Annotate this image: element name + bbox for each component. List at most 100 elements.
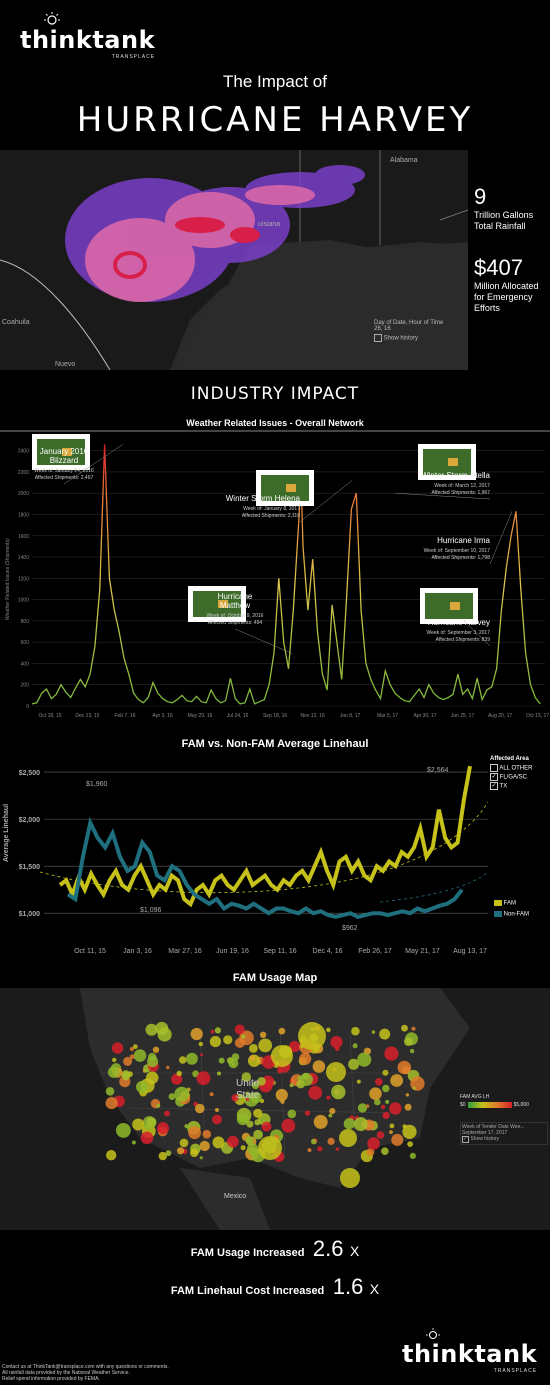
usage-week-filter[interactable]: Week of Tender Date Wee... September 17,…	[460, 1122, 548, 1145]
usage-dot	[356, 1079, 361, 1084]
fam-x-tick: Sep 11, 16	[263, 948, 296, 955]
usage-dot	[210, 1029, 215, 1034]
weather-y-tick: 1800	[18, 512, 29, 518]
usage-dot	[365, 1104, 370, 1108]
annotation-shipments: Affected Shipments: 1,967	[431, 490, 490, 496]
usage-dot	[275, 1088, 288, 1102]
annotation-shipments: Affected Shipments: 839	[436, 637, 491, 643]
usage-dot	[155, 1021, 169, 1035]
fam-x-tick: May 21, 17	[405, 948, 440, 955]
usage-history-label: Show history	[470, 1136, 500, 1142]
summary-cost: FAM Linehaul Cost Increased 1.6 X	[0, 1274, 550, 1300]
filter-all-other[interactable]: ALL OTHER	[490, 764, 550, 772]
weather-y-tick: 800	[21, 619, 30, 625]
filter-tx-checkbox[interactable]: ✓	[490, 782, 498, 790]
usage-dot	[129, 1046, 134, 1052]
annotation-title: Hurricane Irma	[437, 536, 490, 545]
usage-dot-large	[258, 1136, 282, 1160]
fam-x-tick: Dec 4, 16	[313, 948, 343, 955]
brand-logo-bottom: thinktank TRANSPLACE	[402, 1328, 537, 1374]
usage-dot	[410, 1076, 425, 1091]
usage-dot	[131, 1140, 136, 1145]
fam-x-ticks: Oct 11, 15 Jan 3, 16 Mar 27, 16 Jun 19, 16 S…	[74, 948, 487, 955]
annotation-shipments: Affected Shipments: 494	[208, 620, 263, 626]
annotation-leader-line	[489, 511, 513, 565]
filter-fl-ga-sc[interactable]: ✓ FL/GA/SC	[490, 773, 550, 781]
usage-dot	[199, 1156, 203, 1160]
usage-dot	[330, 1036, 343, 1049]
usage-dot	[105, 1087, 115, 1096]
usage-dot	[382, 1069, 389, 1076]
usage-dot	[304, 1110, 311, 1116]
fam-y-tick: $2,000	[19, 817, 41, 824]
usage-dot	[299, 1073, 313, 1086]
summary-usage-value: 2.6	[312, 1236, 344, 1261]
annotation-week: Week of: September 10, 2017	[424, 548, 491, 554]
usage-dot	[217, 1071, 221, 1076]
annotation-week: Week of: October 9, 2016	[207, 613, 264, 619]
weather-y-tick: 400	[21, 661, 30, 667]
fam-usage-map[interactable]: Unite State Mexico	[0, 988, 550, 1230]
stat-rainfall-text: Trillion Gallons Total Rainfall	[474, 210, 534, 231]
usage-dot	[145, 1071, 159, 1085]
usage-dot	[129, 1054, 135, 1060]
weather-annotation[interactable]: Winter Storm Stella Week of: March 12, 20…	[394, 444, 491, 500]
usage-dot	[200, 1053, 204, 1057]
usage-dot	[253, 1108, 263, 1118]
usage-dot	[353, 1117, 368, 1132]
lightbulb-icon	[44, 12, 60, 25]
rain-time-filter[interactable]: Day of Date, Hour of Time 26, 16 Show hi…	[374, 320, 468, 342]
usage-dot	[253, 1129, 263, 1140]
logo-text: thinktank	[20, 26, 156, 54]
usage-dot	[326, 1027, 331, 1033]
usage-dot	[176, 1070, 182, 1077]
legend-fam[interactable]: FAM	[494, 900, 550, 907]
footer-line-rainfall: All rainfall data provided by the Nation…	[2, 1370, 130, 1376]
usage-legend-gradient	[467, 1102, 512, 1108]
usage-dot	[212, 1136, 225, 1149]
show-history-checkbox[interactable]	[374, 334, 382, 342]
usage-dot	[380, 1104, 386, 1110]
fam-linehaul-chart[interactable]: $1,000 $1,500 $2,000 $2,500 Oct 11, 15 Jan 3…	[0, 752, 488, 960]
fam-label-1096: $1,096	[140, 907, 162, 914]
usage-dot	[190, 1148, 199, 1158]
annotation-map-highlight	[448, 458, 458, 466]
filter-fl-ga-sc-checkbox[interactable]: ✓	[490, 773, 498, 781]
usage-dot	[147, 1056, 159, 1068]
filter-all-other-checkbox[interactable]	[490, 764, 498, 772]
usage-dot	[250, 1092, 262, 1104]
summary-usage: FAM Usage Increased 2.6 X	[0, 1236, 550, 1262]
annotation-shipments: Affected Shipments: 1,798	[431, 555, 490, 561]
weather-annotation[interactable]: Hurricane Irma Week of: September 10, 201…	[424, 511, 513, 565]
annotation-title: Blizzard	[50, 456, 78, 465]
usage-dot	[133, 1049, 147, 1062]
usage-dot	[146, 1117, 157, 1128]
weather-x-tick: Feb 7, 16	[114, 713, 135, 719]
fam-x-tick: Mar 27, 16	[168, 948, 202, 955]
rainfall-map[interactable]: Alabama uisiana Coahuila Nuevo	[0, 150, 468, 370]
weather-issues-chart[interactable]: 0 200 400 600 800 1000 1200 1400 1600 1800 2000 220…	[0, 430, 550, 726]
filter-all-other-label: ALL OTHER	[499, 765, 533, 772]
weather-annotation[interactable]: Hurricane Harvey Week of: September 3, 20…	[420, 588, 491, 647]
usage-dot	[308, 1085, 323, 1100]
annotation-map-highlight	[218, 600, 228, 608]
usage-dot	[241, 1034, 246, 1039]
annotation-leader-line	[234, 628, 293, 654]
annotation-title: Winter Storm Helena	[226, 494, 301, 503]
usage-dot	[123, 1056, 133, 1066]
fam-label-1960: $1,960	[86, 781, 108, 788]
fam-y-ticks: $1,000 $1,500 $2,000 $2,500	[19, 770, 41, 918]
usage-history-checkbox[interactable]: ✓	[462, 1136, 469, 1143]
fam-x-tick: Jun 19, 16	[216, 948, 249, 955]
usage-legend-title: FAM AVG LH	[460, 1094, 490, 1100]
filter-tx[interactable]: ✓ TX	[490, 782, 550, 790]
usage-dot	[158, 1151, 167, 1161]
weather-x-tick: Apr 30, 17	[414, 713, 437, 719]
usage-dot	[329, 1108, 336, 1115]
usage-dot	[401, 1024, 408, 1032]
annotation-shipments: Affected Shipments: 2,116	[242, 513, 300, 519]
legend-nonfam[interactable]: Non-FAM	[494, 910, 550, 917]
weather-annotation[interactable]: Winter Storm Helena Week of: January 8, 2…	[226, 470, 353, 523]
